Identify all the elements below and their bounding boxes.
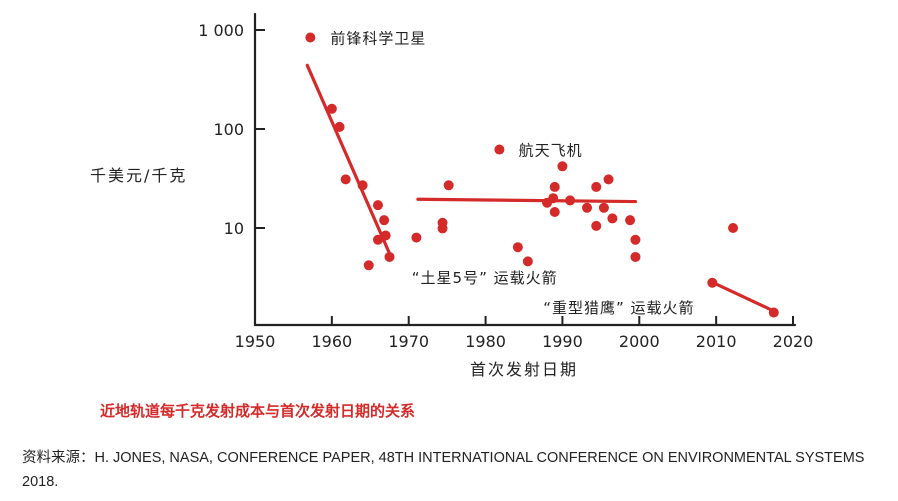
y-tick-label: 100 — [213, 120, 244, 139]
data-point — [591, 181, 602, 192]
data-point — [549, 181, 560, 192]
annotation-label: “土星5号” 运载火箭 — [412, 269, 558, 287]
x-axis-title: 首次发射日期 — [470, 360, 578, 379]
data-point — [384, 251, 395, 262]
data-point — [380, 230, 391, 241]
trend-line — [305, 63, 394, 261]
data-point — [372, 234, 383, 245]
trend-lines — [305, 63, 776, 313]
data-point — [512, 242, 523, 253]
data-point — [630, 251, 641, 262]
x-tick-label: 1960 — [311, 332, 352, 351]
data-point — [334, 121, 345, 132]
data-point — [598, 202, 609, 213]
data-point — [603, 174, 614, 185]
annotation-label: 航天飞机 — [519, 142, 583, 160]
data-point — [707, 277, 718, 288]
x-tick-label: 1980 — [465, 332, 506, 351]
data-point — [357, 180, 368, 191]
x-tick-label: 2010 — [696, 332, 737, 351]
data-point — [582, 202, 593, 213]
x-tick-label: 1990 — [542, 332, 583, 351]
y-tick-label: 10 — [224, 219, 244, 238]
data-point — [340, 174, 351, 185]
data-point — [379, 215, 390, 226]
data-point — [728, 223, 739, 233]
data-point — [548, 193, 559, 204]
y-axis-title: 千美元/千克 — [90, 166, 187, 185]
trend-line — [708, 279, 776, 313]
data-point — [494, 144, 505, 155]
chart-axes: 1 000 100 10 1950 1960 1970 1980 1990 2000 2010 20… — [198, 12, 814, 351]
x-tick-label: 1950 — [235, 332, 276, 351]
annotation-label: “重型猎鹰” 运载火箭 — [543, 299, 694, 317]
data-point — [443, 180, 454, 191]
annotation-label: 前锋科学卫星 — [330, 29, 426, 47]
data-point — [768, 307, 779, 318]
data-point — [607, 213, 618, 224]
chart-caption: 近地轨道每千克发射成本与首次发射日期的关系 — [100, 402, 416, 420]
x-tick-label: 1970 — [388, 332, 429, 351]
data-point — [625, 215, 636, 226]
x-tick-label: 2020 — [773, 332, 814, 351]
data-point — [630, 234, 641, 245]
data-point — [411, 232, 422, 243]
y-tick-label: 1 000 — [198, 21, 244, 40]
data-point — [326, 103, 337, 114]
data-point — [363, 260, 374, 271]
trend-line — [416, 197, 638, 204]
x-tick-label: 2000 — [619, 332, 660, 351]
data-point — [565, 195, 576, 206]
data-point — [522, 256, 533, 267]
source-note: 资料来源：H. JONES, NASA, CONFERENCE PAPER, 4… — [22, 450, 865, 490]
data-point — [305, 32, 316, 43]
data-point — [437, 223, 448, 234]
data-point — [372, 200, 383, 211]
data-point — [591, 220, 602, 231]
data-points — [305, 32, 779, 318]
data-point — [557, 161, 568, 172]
data-point — [549, 207, 560, 218]
